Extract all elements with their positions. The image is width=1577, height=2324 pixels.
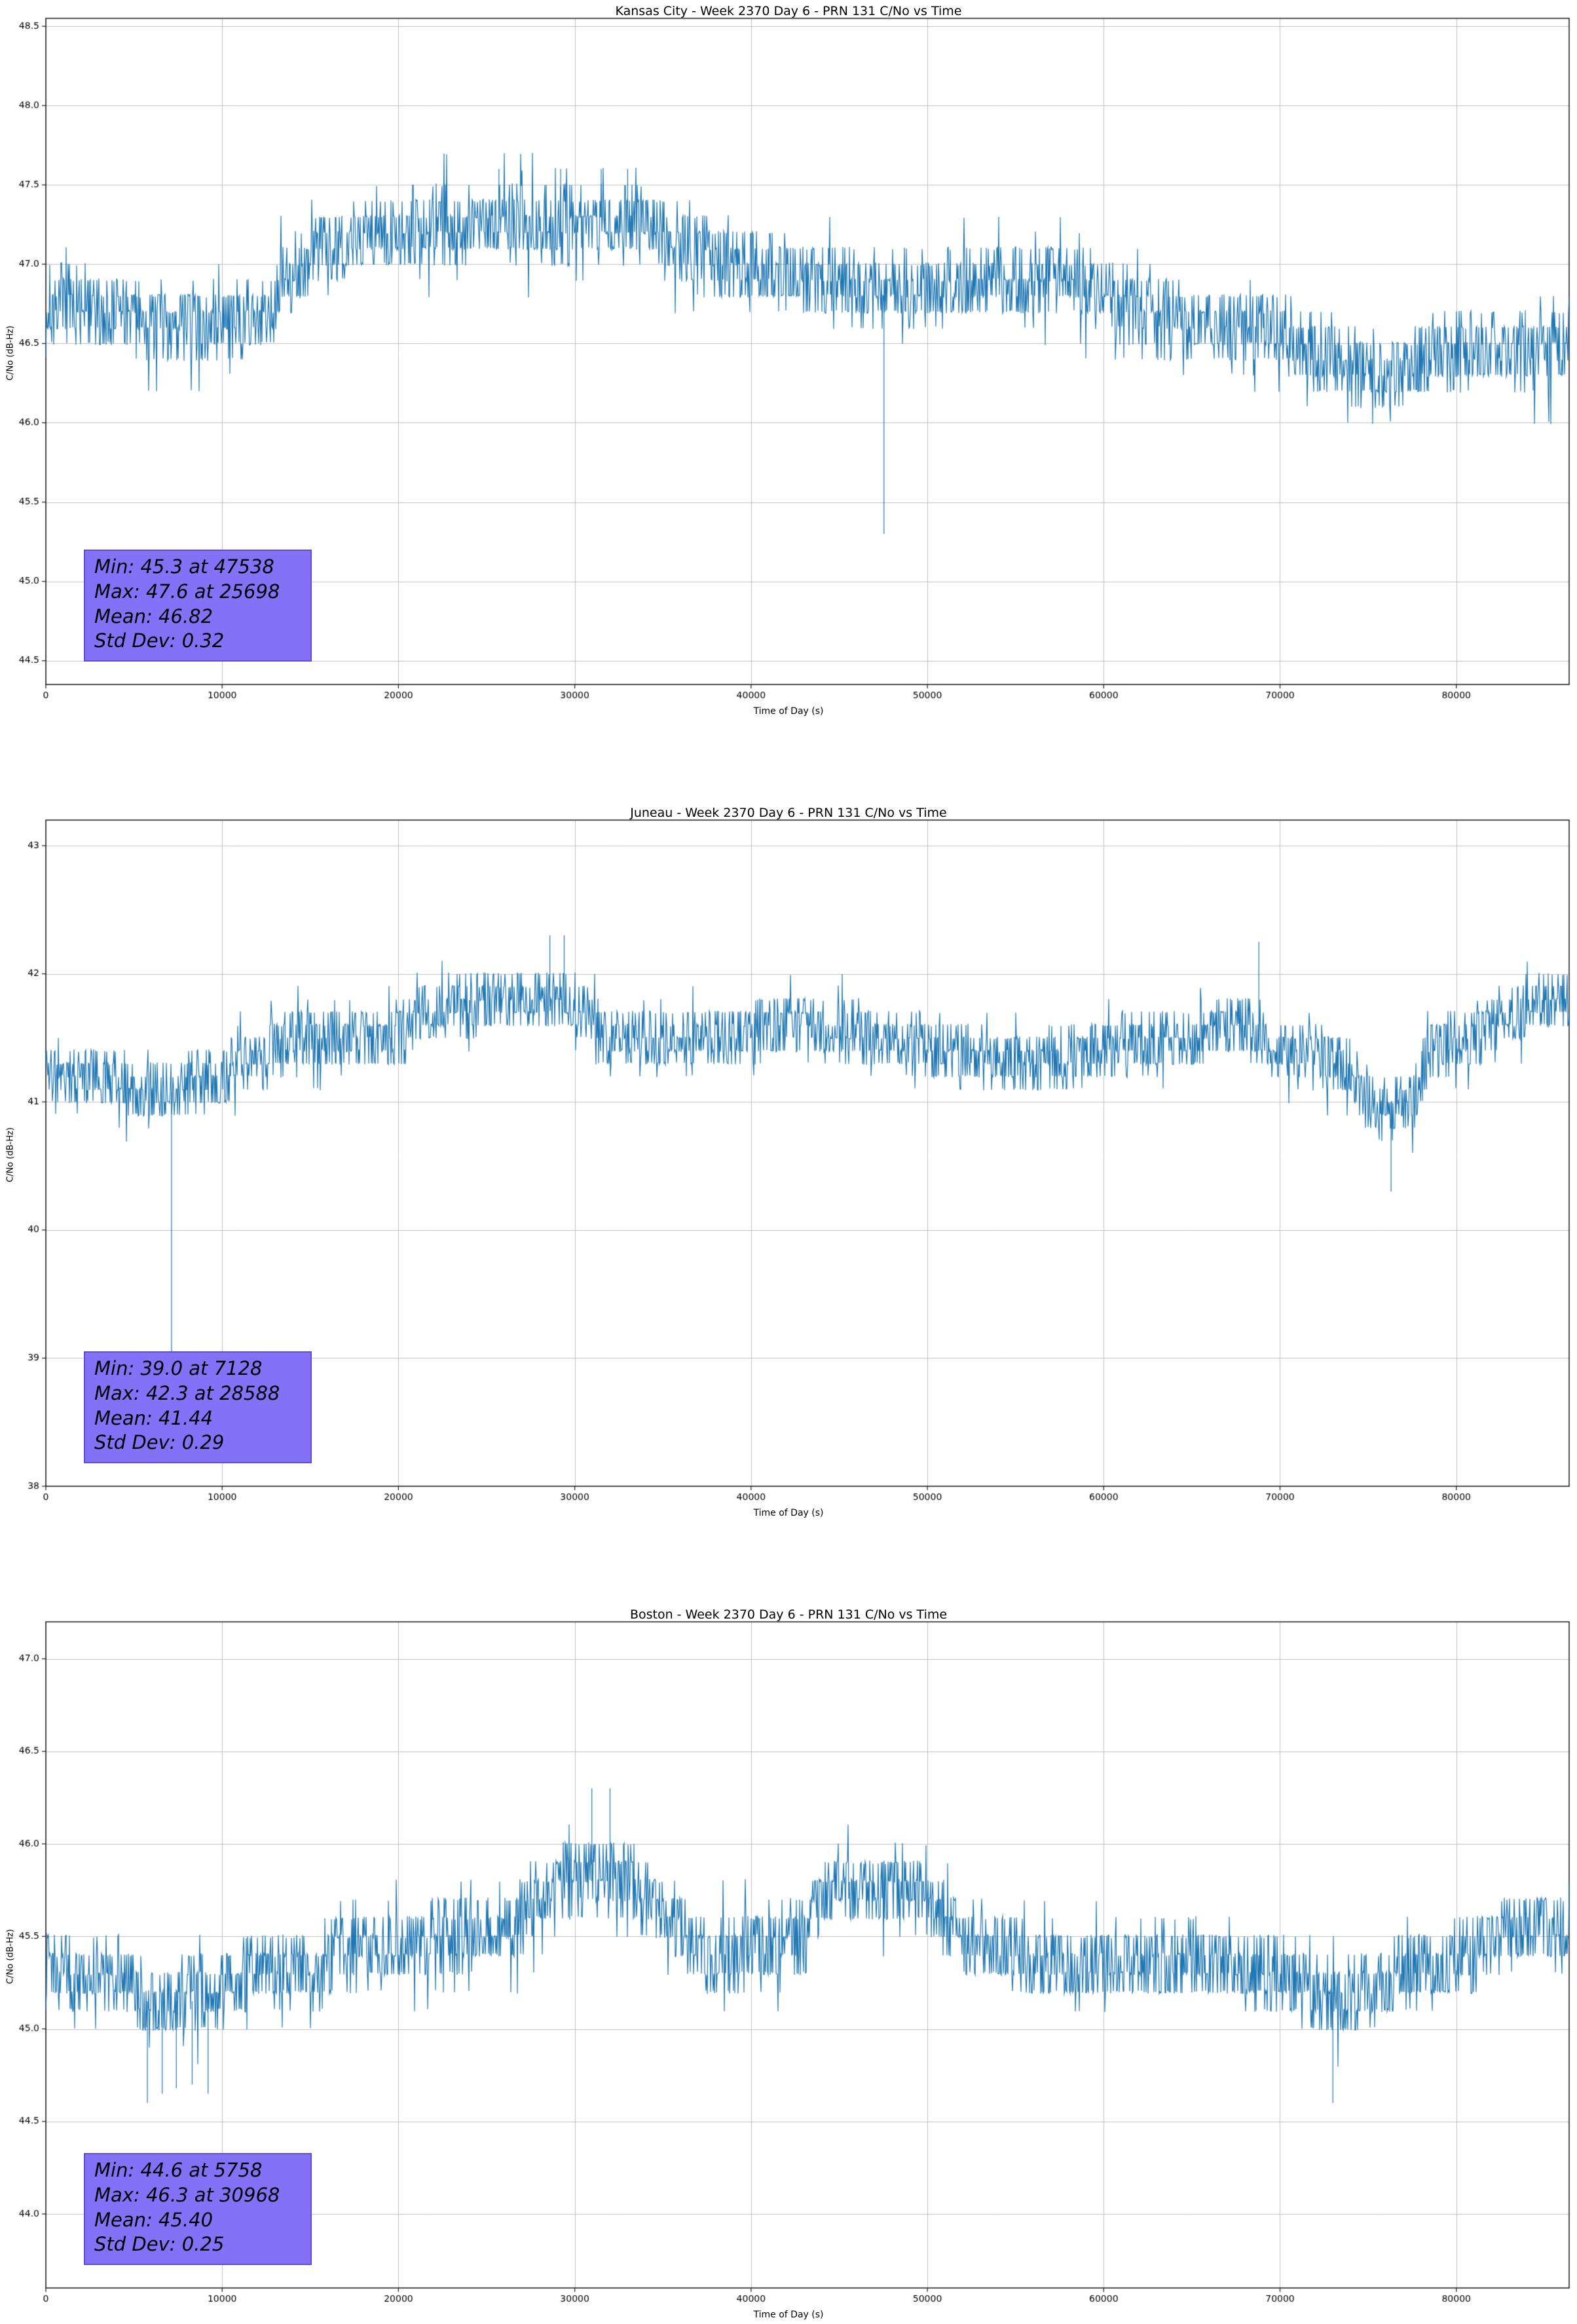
stats-annotation: Min: 45.3 at 47538 Max: 47.6 at 25698 Me…	[84, 550, 312, 662]
stat-stddev: Std Dev: 0.25	[94, 2233, 225, 2256]
x-axis-label: Time of Day (s)	[753, 2310, 824, 2320]
stat-max: Max: 42.3 at 28588	[94, 1381, 280, 1404]
stat-min: Min: 45.3 at 47538	[94, 555, 274, 578]
stat-stddev: Std Dev: 0.29	[94, 1431, 225, 1454]
figure-boston: Boston - Week 2370 Day 6 - PRN 131 C/No …	[0, 1603, 1577, 2324]
stats-annotation: Min: 39.0 at 7128 Max: 42.3 at 28588 Mea…	[84, 1351, 312, 1463]
stat-min: Min: 39.0 at 7128	[94, 1357, 263, 1380]
figure-juneau: Juneau - Week 2370 Day 6 - PRN 131 C/No …	[0, 802, 1577, 1522]
y-axis-label: C/No (dB-Hz)	[5, 1929, 16, 1984]
stat-max: Max: 46.3 at 30968	[94, 2183, 280, 2206]
stats-annotation: Min: 44.6 at 5758 Max: 46.3 at 30968 Mea…	[84, 2153, 312, 2265]
chart-title: Juneau - Week 2370 Day 6 - PRN 131 C/No …	[630, 806, 947, 820]
stat-min: Min: 44.6 at 5758	[94, 2159, 263, 2182]
stat-mean: Mean: 46.82	[94, 605, 213, 628]
stat-mean: Mean: 41.44	[94, 1406, 213, 1429]
x-axis-label: Time of Day (s)	[753, 1508, 824, 1518]
x-axis-label: Time of Day (s)	[753, 706, 824, 717]
stat-max: Max: 47.6 at 25698	[94, 580, 280, 603]
chart-title: Kansas City - Week 2370 Day 6 - PRN 131 …	[615, 4, 962, 18]
y-axis-label: C/No (dB-Hz)	[5, 326, 16, 381]
stat-stddev: Std Dev: 0.32	[94, 629, 225, 652]
stat-mean: Mean: 45.40	[94, 2208, 213, 2231]
y-axis-label: C/No (dB-Hz)	[5, 1127, 16, 1182]
chart-title: Boston - Week 2370 Day 6 - PRN 131 C/No …	[629, 1607, 948, 1622]
figure-kansas-city: Kansas City - Week 2370 Day 6 - PRN 131 …	[0, 0, 1577, 721]
